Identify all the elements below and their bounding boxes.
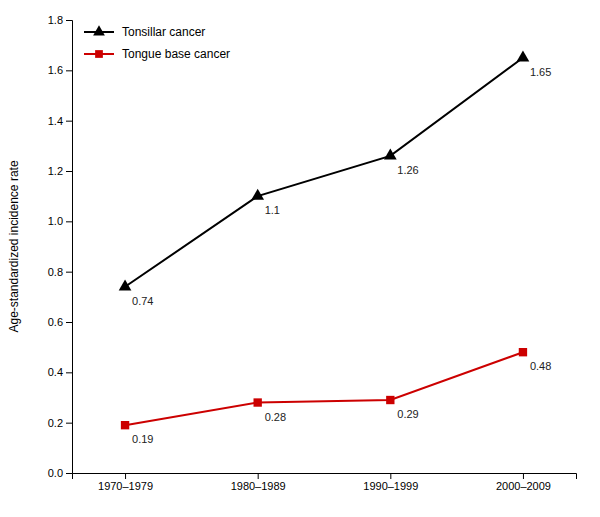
data-label: 0.74	[132, 295, 153, 307]
series-line	[125, 58, 523, 287]
legend-item: Tonsillar cancer	[84, 25, 205, 39]
y-tick: 1.0	[48, 215, 72, 227]
y-tick: 0.4	[48, 366, 72, 378]
y-tick-label: 0.4	[48, 366, 63, 378]
legend-item: Tongue base cancer	[84, 47, 230, 61]
y-tick: 0.6	[48, 316, 72, 328]
x-tick: 1970–1979	[98, 473, 153, 492]
x-tick-label: 1970–1979	[98, 480, 153, 492]
point	[121, 421, 129, 429]
point	[386, 396, 394, 404]
legend: Tonsillar cancer Tongue base cancer	[84, 25, 230, 61]
marks	[119, 50, 530, 429]
y-tick-label: 0.8	[48, 266, 63, 278]
data-label: 1.1	[265, 204, 280, 216]
x-tick-mark	[258, 473, 259, 479]
data-label: 1.65	[530, 66, 551, 78]
point	[517, 50, 530, 61]
legend-marker	[93, 25, 105, 35]
y-tick: 1.8	[48, 14, 72, 26]
point	[384, 149, 397, 160]
y-tick-label: 0.0	[48, 467, 63, 479]
x-tick-mark	[125, 473, 126, 479]
x-tick: 2000–2009	[496, 473, 551, 492]
y-tick-mark	[66, 372, 72, 373]
y-tick-mark	[66, 322, 72, 323]
x-tick-label: 1980–1989	[231, 480, 286, 492]
y-tick-mark	[66, 171, 72, 172]
y-tick-label: 1.2	[48, 165, 63, 177]
y-tick: 0.0	[48, 467, 72, 479]
data-label: 0.19	[132, 433, 153, 445]
y-tick-label: 1.8	[48, 14, 63, 26]
series-line	[125, 352, 523, 425]
y-axis-line	[66, 21, 73, 474]
data-label: 0.28	[265, 411, 286, 423]
x-axis-line	[73, 474, 577, 480]
point	[254, 398, 262, 406]
y-tick: 1.6	[48, 64, 72, 76]
y-tick-label: 1.6	[48, 64, 63, 76]
y-tick-mark	[66, 272, 72, 273]
y-tick-label: 1.0	[48, 215, 63, 227]
data-label: 0.48	[530, 360, 551, 372]
point	[119, 279, 132, 290]
x-tick-mark	[523, 473, 524, 479]
y-axis-title: Age-standardized incidence rate	[7, 160, 21, 332]
y-tick-mark	[66, 20, 72, 21]
legend-marker	[95, 50, 103, 58]
x-tick-label: 2000–2009	[496, 480, 551, 492]
point	[519, 348, 527, 356]
y-tick: 1.4	[48, 115, 72, 127]
chart: 0.00.20.40.60.81.01.21.41.61.81970–19791…	[0, 0, 600, 517]
y-tick-label: 0.6	[48, 316, 63, 328]
y-tick-mark	[66, 70, 72, 71]
x-tick-label: 1990–1999	[363, 480, 418, 492]
plot: 0.00.20.40.60.81.01.21.41.61.81970–19791…	[48, 14, 577, 492]
y-tick-label: 0.2	[48, 417, 63, 429]
y-tick: 0.2	[48, 417, 72, 429]
y-tick: 1.2	[48, 165, 72, 177]
y-tick-mark	[66, 423, 72, 424]
legend-label: Tongue base cancer	[122, 47, 230, 61]
x-tick: 1980–1989	[231, 473, 286, 492]
y-tick-mark	[66, 473, 72, 474]
data-label: 0.29	[397, 408, 418, 420]
y-tick-mark	[66, 121, 72, 122]
legend-label: Tonsillar cancer	[122, 25, 205, 39]
x-axis: 1970–1979 1980–1989 1990–1999 2000–2009	[73, 473, 577, 492]
y-tick: 0.8	[48, 266, 72, 278]
y-axis: 0.0 0.2 0.4 0.6 0.8 1.0 1.2 1.4 1.6 1.8	[48, 14, 73, 479]
data-label: 1.26	[397, 164, 418, 176]
y-tick-mark	[66, 221, 72, 222]
y-tick-label: 1.4	[48, 115, 63, 127]
x-tick: 1990–1999	[363, 473, 418, 492]
x-tick-mark	[390, 473, 391, 479]
data-labels: 0.74 1.1 1.26 1.65 0.19 0.28 0.29 0.48	[132, 66, 551, 445]
point	[251, 189, 264, 200]
